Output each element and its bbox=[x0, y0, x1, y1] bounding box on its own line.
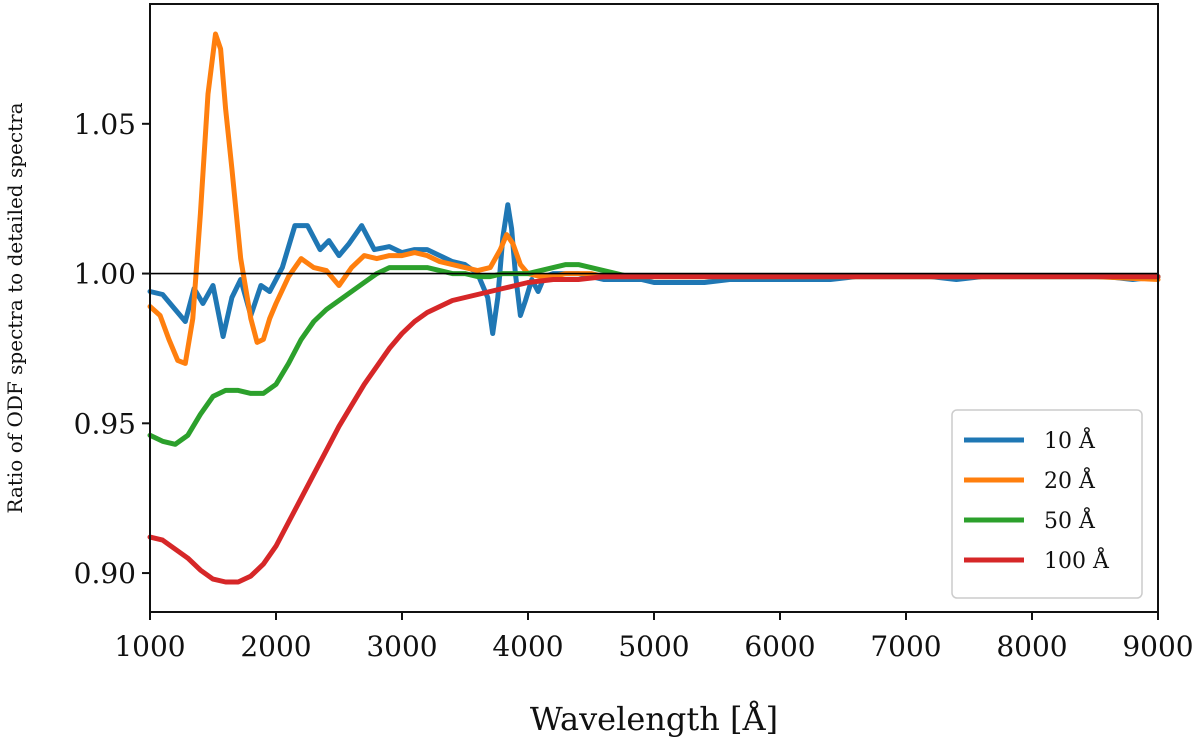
legend-label: 100 Å bbox=[1044, 546, 1110, 574]
y-tick-label: 1.05 bbox=[74, 108, 136, 141]
series-line bbox=[147, 274, 1161, 585]
y-tick-label: 0.95 bbox=[74, 407, 136, 440]
series-line bbox=[147, 202, 1161, 339]
x-tick-label: 4000 bbox=[492, 630, 563, 663]
x-tick-label: 2000 bbox=[240, 630, 311, 663]
x-tick-label: 3000 bbox=[366, 630, 437, 663]
x-tick-label: 8000 bbox=[996, 630, 1067, 663]
series-line bbox=[147, 31, 1161, 366]
legend-label: 10 Å bbox=[1044, 426, 1096, 454]
y-axis-title: Ratio of ODF spectra to detailed spectra bbox=[3, 102, 27, 513]
x-tick-label: 1000 bbox=[114, 630, 185, 663]
x-tick-label: 6000 bbox=[744, 630, 815, 663]
x-tick-label: 7000 bbox=[870, 630, 941, 663]
legend: 10 Å 20 Å 50 Å 100 Å bbox=[951, 409, 1143, 599]
y-tick-label: 1.00 bbox=[74, 258, 136, 291]
plot-lines bbox=[147, 31, 1161, 585]
y-axis: 0.90 0.95 1.00 1.05 bbox=[74, 108, 150, 590]
x-tick-label: 9000 bbox=[1122, 630, 1193, 663]
x-axis-title: Wavelength [Å] bbox=[530, 700, 778, 738]
legend-label: 20 Å bbox=[1044, 466, 1096, 494]
legend-box bbox=[951, 409, 1143, 599]
x-axis: 1000 2000 3000 4000 5000 6000 7000 8000 9000 bbox=[114, 612, 1194, 663]
x-tick-label: 5000 bbox=[618, 630, 689, 663]
legend-label: 50 Å bbox=[1044, 506, 1096, 534]
y-tick-label: 0.90 bbox=[74, 557, 136, 590]
